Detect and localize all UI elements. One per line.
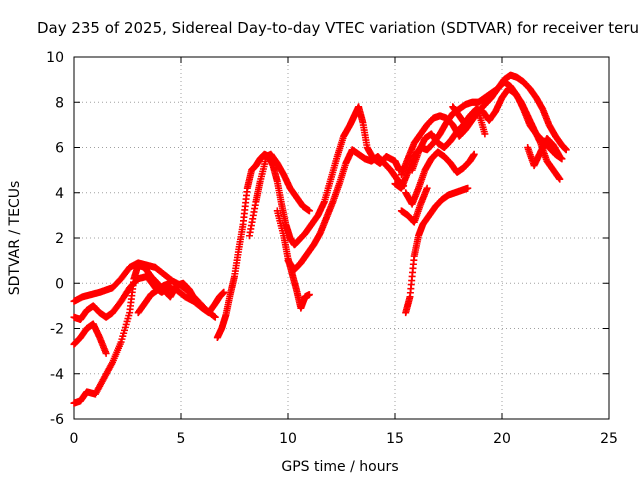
y-tick-label: -4 [50, 367, 64, 383]
series-5 [134, 279, 174, 317]
x-tick-label: 0 [70, 431, 79, 447]
y-tick-label: 6 [55, 141, 64, 157]
data-point [198, 304, 206, 312]
data-point [102, 349, 110, 357]
y-tick-label: 2 [55, 231, 64, 247]
data-point [305, 291, 313, 299]
series-17 [524, 134, 564, 170]
chart-title: Day 235 of 2025, Sidereal Day-to-day VTE… [37, 19, 639, 37]
data-point [562, 146, 570, 154]
y-tick-label: 0 [55, 276, 64, 292]
y-tick-label: -2 [50, 322, 64, 338]
series-4 [70, 320, 110, 357]
data-point [470, 150, 478, 158]
data-point [464, 184, 472, 192]
x-tick-label: 10 [279, 431, 297, 447]
series-15 [397, 184, 431, 226]
data-point [481, 130, 489, 138]
y-tick-label: -6 [50, 412, 64, 428]
data-point [211, 313, 219, 321]
y-tick-label: 10 [46, 50, 64, 66]
x-tick-label: 20 [493, 431, 511, 447]
series-16 [449, 103, 489, 138]
axis-ticks: 0 5 10 15 20 25 -6 -4 -2 0 2 4 6 8 10 [46, 50, 618, 447]
series-14 [402, 184, 472, 317]
data-point [166, 279, 174, 287]
data-point [305, 207, 313, 215]
series-10 [391, 71, 570, 192]
y-axis-label: SDTVAR / TECUs [7, 181, 23, 296]
series-8 [273, 207, 313, 312]
x-tick-label: 5 [177, 431, 186, 447]
data-marks [70, 71, 570, 407]
x-tick-label: 15 [386, 431, 404, 447]
series-7 [245, 150, 313, 240]
data-point [220, 288, 228, 296]
series-12 [408, 85, 564, 183]
series-6 [213, 103, 403, 342]
data-point [423, 184, 431, 192]
data-point [556, 175, 564, 183]
series-13 [402, 148, 478, 208]
x-axis-label: GPS time / hours [281, 459, 398, 475]
y-tick-label: 4 [55, 186, 64, 202]
series-9 [284, 146, 408, 274]
y-tick-label: 8 [55, 95, 64, 111]
data-point [556, 153, 564, 161]
x-tick-label: 25 [600, 431, 618, 447]
